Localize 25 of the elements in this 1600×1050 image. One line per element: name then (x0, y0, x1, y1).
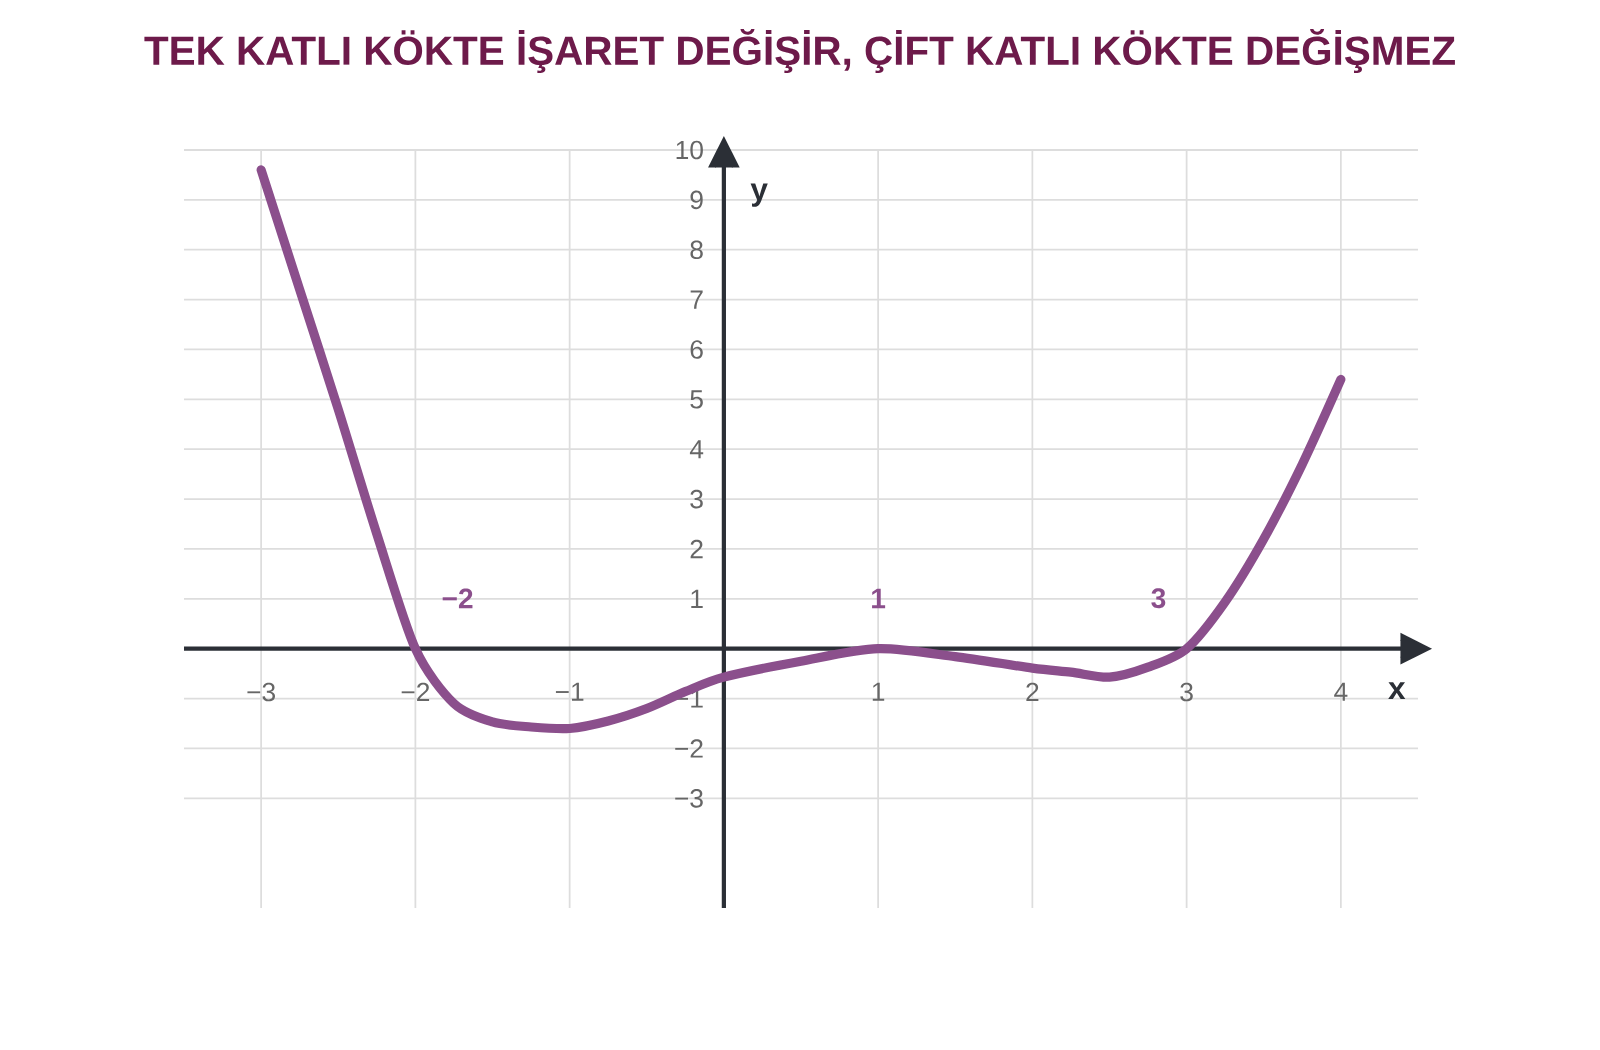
y-tick-label: 7 (690, 290, 703, 309)
y-tick-label: 5 (690, 390, 703, 409)
chart-title: TEK KATLI KÖKTE İŞARET DEĞİŞİR, ÇİFT KATLI KÖKTE DEĞİŞMEZ (144, 28, 1455, 74)
x-tick-label: −1 (555, 682, 584, 701)
x-axis-title: x (1388, 682, 1406, 699)
x-tick-label: 2 (1026, 682, 1039, 702)
x-tick-label: −3 (247, 682, 276, 702)
x-tick-label: 1 (872, 682, 885, 701)
y-tick-label: 8 (690, 240, 703, 260)
y-tick-label: 3 (690, 489, 703, 509)
y-axis-title: y (750, 183, 768, 207)
annotation: 3 (1151, 588, 1166, 609)
y-tick-label: 10 (676, 140, 703, 160)
y-tick-label: −2 (675, 739, 703, 758)
y-tick-label: 2 (690, 539, 703, 559)
y-tick-label: 9 (690, 190, 703, 210)
annotation: −2 (442, 588, 473, 609)
x-tick-label: −2 (401, 682, 430, 702)
y-tick-label: −3 (675, 788, 703, 808)
y-tick-label: 1 (691, 589, 703, 608)
x-tick-label: 4 (1334, 682, 1348, 701)
y-tick-label: 6 (690, 340, 703, 359)
x-tick-label: 3 (1180, 682, 1193, 702)
y-tick-label: 4 (689, 440, 704, 459)
annotation: 1 (872, 588, 886, 609)
